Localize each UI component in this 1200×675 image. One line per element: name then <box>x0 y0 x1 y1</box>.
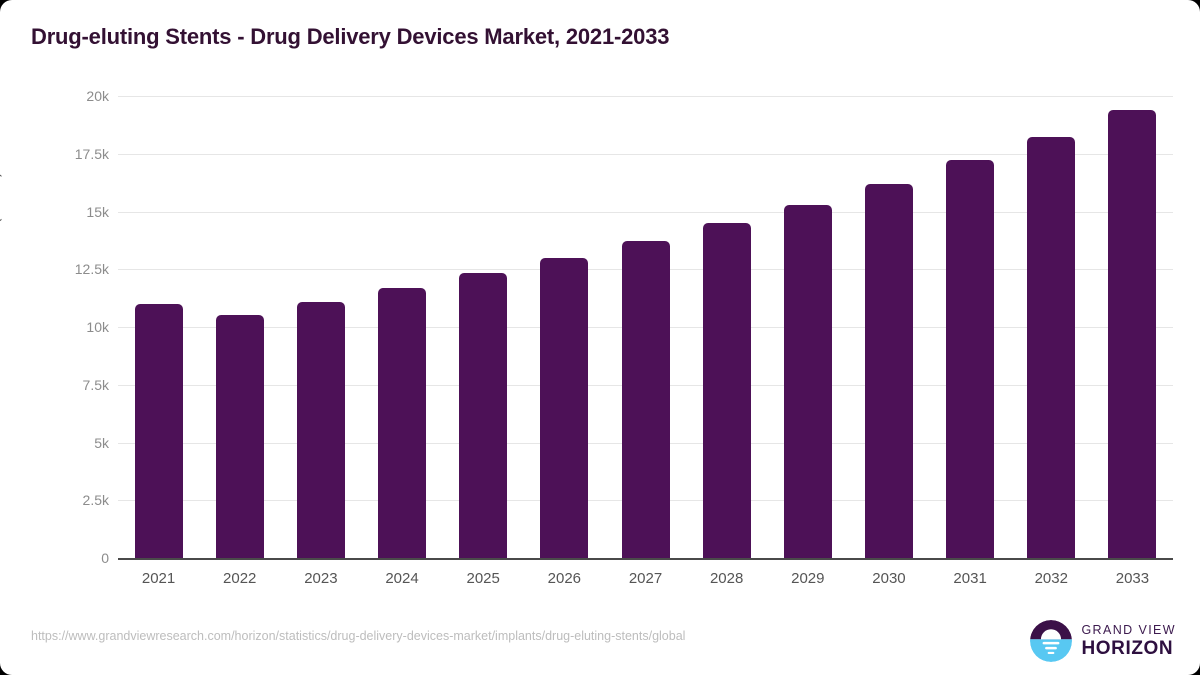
bar-2023[interactable] <box>296 302 345 558</box>
x-tick-label: 2033 <box>1115 570 1150 587</box>
bar-2030[interactable] <box>864 184 913 558</box>
x-axis-line <box>118 558 1173 560</box>
gridline <box>118 153 1173 155</box>
x-tick-label: 2023 <box>304 570 338 587</box>
x-tick-label: 2030 <box>872 570 906 587</box>
x-tick-label: 2022 <box>223 570 257 587</box>
x-tick-label: 2029 <box>791 570 825 587</box>
gridline <box>118 96 1173 97</box>
logo-line-horizon: HORIZON <box>1081 638 1174 660</box>
bar-2032[interactable] <box>1027 137 1076 558</box>
y-tick-label: 10k <box>86 319 109 335</box>
bar-2028[interactable] <box>702 223 751 558</box>
y-tick-label: 17.5k <box>74 145 109 162</box>
plot-area: 2021 2022 2023 2024 2025 2026 2027 2028 2029 2030… <box>118 96 1173 587</box>
gridline <box>118 211 1173 213</box>
x-tick-label: 2021 <box>141 570 176 587</box>
bar-2029[interactable] <box>783 205 832 558</box>
x-tick-label: 2032 <box>1034 570 1068 587</box>
sunrise-circle-icon <box>1030 620 1073 662</box>
y-tick-label: 20k <box>86 88 109 104</box>
x-tick-label: 2026 <box>547 570 582 587</box>
source-url[interactable]: https://www.grandviewresearch.com/horizo… <box>31 629 686 643</box>
bar-2022[interactable] <box>215 315 264 558</box>
bar-2033[interactable] <box>1108 110 1157 558</box>
x-tick-label: 2024 <box>385 570 419 587</box>
bar-2021[interactable] <box>134 304 183 558</box>
y-tick-label: 0 <box>101 550 109 566</box>
bar-2025[interactable] <box>459 273 508 558</box>
y-axis-title: Market Size (US$M) <box>0 171 3 308</box>
x-tick-label: 2025 <box>466 570 500 587</box>
logo-text: GRAND VIEW HORIZON <box>1081 624 1176 659</box>
x-tick-label: 2027 <box>628 570 663 587</box>
y-tick-label: 12.5k <box>74 261 109 278</box>
brand-logo[interactable]: GRAND VIEW HORIZON <box>1030 620 1176 662</box>
bar-2024[interactable] <box>378 288 427 558</box>
bar-2031[interactable] <box>946 160 995 558</box>
x-tick-label: 2028 <box>709 570 744 587</box>
x-tick-label: 2031 <box>953 570 987 587</box>
y-tick-label: 2.5k <box>82 492 109 509</box>
bar-2026[interactable] <box>540 258 589 558</box>
y-tick-label: 5k <box>94 434 109 451</box>
y-tick-label: 7.5k <box>82 376 109 393</box>
bar-2027[interactable] <box>621 241 670 558</box>
page-title: Drug-eluting Stents - Drug Delivery Devi… <box>31 24 670 49</box>
logo-line-grand-view: GRAND VIEW <box>1081 622 1176 637</box>
y-tick-label: 15k <box>86 203 109 220</box>
